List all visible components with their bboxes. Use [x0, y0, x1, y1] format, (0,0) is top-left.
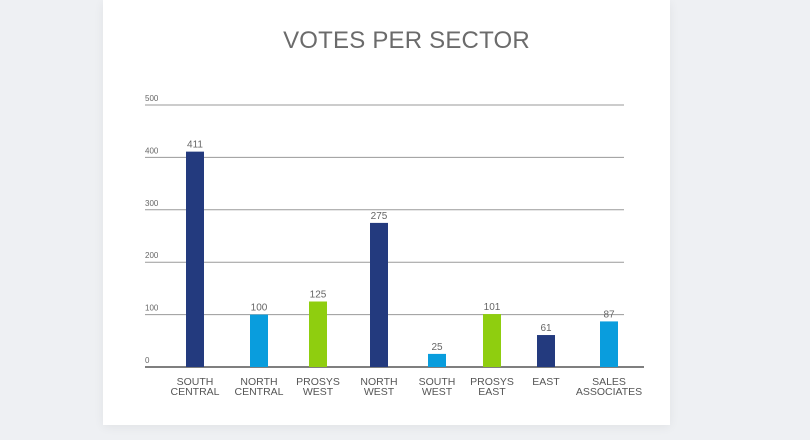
y-tick-label: 100	[145, 304, 159, 313]
category-label: CENTRAL	[234, 386, 283, 398]
bar	[250, 314, 268, 367]
bar	[309, 301, 327, 367]
data-label: 101	[484, 302, 501, 313]
data-label: 25	[431, 342, 443, 353]
bar	[537, 335, 555, 367]
category-label: PROSYS	[296, 376, 340, 388]
bar	[428, 353, 446, 367]
y-tick-label: 200	[145, 251, 159, 260]
bar	[600, 321, 618, 367]
category-label: EAST	[532, 376, 560, 388]
bar	[186, 151, 204, 367]
category-label: WEST	[303, 386, 334, 398]
category-label: SOUTH	[419, 376, 456, 388]
y-tick-label: 0	[145, 356, 150, 365]
category-label: SOUTH	[177, 376, 214, 388]
data-label: 61	[540, 323, 552, 334]
bar	[370, 222, 388, 367]
category-label: ASSOCIATES	[576, 386, 642, 398]
y-tick-label: 400	[145, 146, 159, 155]
category-label: NORTH	[360, 376, 397, 388]
category-label: NORTH	[240, 376, 277, 388]
category-label: SALES	[592, 376, 626, 388]
data-label: 275	[371, 211, 388, 222]
y-tick-label: 500	[145, 94, 159, 103]
y-tick-label: 300	[145, 199, 159, 208]
data-label: 100	[251, 303, 268, 314]
data-label: 125	[310, 290, 327, 301]
category-label: WEST	[422, 386, 453, 398]
category-label: CENTRAL	[170, 386, 219, 398]
data-label: 411	[187, 140, 203, 151]
bar	[483, 314, 501, 367]
category-label: PROSYS	[470, 376, 514, 388]
data-label: 87	[603, 309, 615, 320]
chart-title: VOTES PER SECTOR	[283, 27, 530, 54]
category-label: EAST	[478, 386, 506, 398]
category-label: WEST	[364, 386, 395, 398]
